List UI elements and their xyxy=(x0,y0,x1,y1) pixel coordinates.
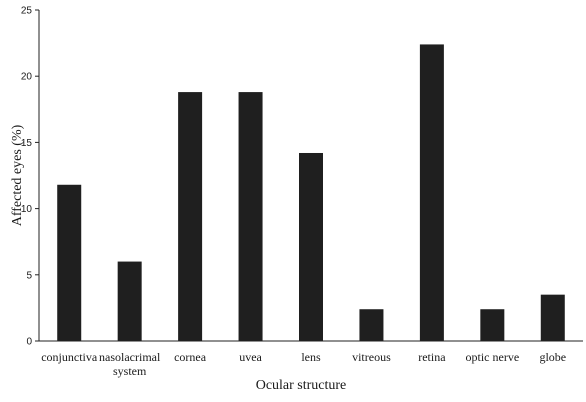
bars-group xyxy=(57,44,565,341)
bar xyxy=(238,92,263,341)
bar xyxy=(359,309,384,341)
x-axis-title: Ocular structure xyxy=(256,378,347,393)
x-tick-label: globe xyxy=(539,350,566,364)
x-labels-group: conjunctiva nasolacrimal system cornea uvea l… xyxy=(41,350,566,378)
x-tick-label: conjunctiva xyxy=(41,350,98,364)
bar xyxy=(540,294,565,341)
bar xyxy=(419,44,444,341)
y-tick-label: 0 xyxy=(26,337,32,348)
x-tick-label: lens xyxy=(301,350,321,364)
y-tick-label: 15 xyxy=(21,138,33,149)
bar xyxy=(178,92,203,341)
bar xyxy=(57,184,82,341)
x-tick-label: uvea xyxy=(239,350,262,364)
y-tick-label: 20 xyxy=(21,72,33,83)
y-tick-label: 10 xyxy=(21,204,33,215)
x-tick-label: cornea xyxy=(174,350,207,364)
bar xyxy=(117,261,142,341)
y-axis-title: Affected eyes (%) xyxy=(10,124,25,226)
y-tick-label: 25 xyxy=(21,6,33,17)
bar xyxy=(480,309,505,341)
x-tick-label: nasolacrimal system xyxy=(99,350,161,378)
y-ticks-group: 0 5 10 15 20 25 xyxy=(21,6,39,348)
x-tick-label: retina xyxy=(418,350,446,364)
x-tick-label: vitreous xyxy=(352,350,391,364)
y-tick-label: 5 xyxy=(26,270,32,281)
x-tick-label: optic nerve xyxy=(466,350,520,364)
bar xyxy=(299,152,323,341)
